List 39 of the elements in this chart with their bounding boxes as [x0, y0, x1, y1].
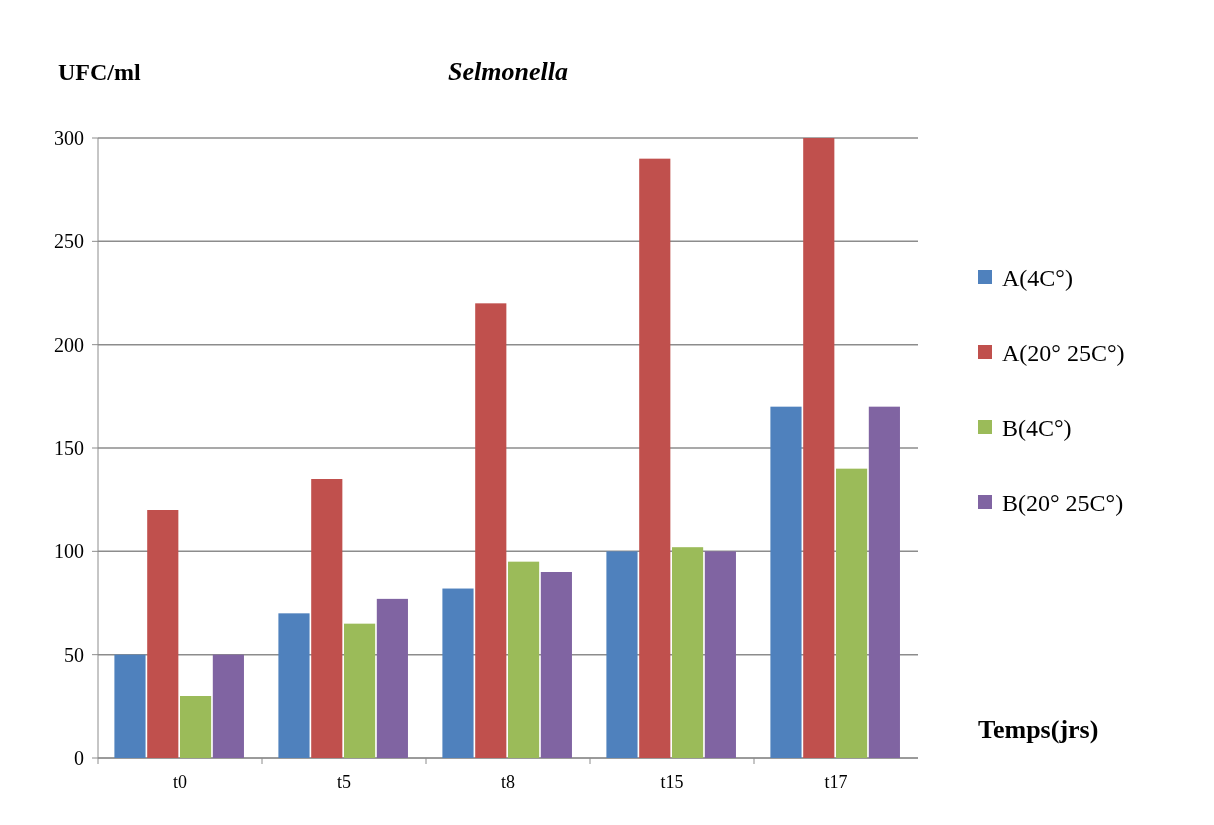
x-tick-label: t17 — [824, 772, 848, 792]
bar — [180, 696, 212, 758]
y-tick-label: 150 — [54, 437, 84, 459]
legend-label: A(20° 25C°) — [1002, 340, 1125, 367]
x-tick-label: t5 — [336, 772, 352, 792]
bar — [147, 510, 179, 758]
legend-label: B(4C°) — [1002, 415, 1072, 442]
bar — [114, 654, 146, 758]
x-tick-label: t8 — [500, 772, 516, 792]
x-axis-title: Temps(jrs) — [978, 715, 1099, 744]
bar — [212, 654, 244, 758]
legend-label: B(20° 25C°) — [1002, 490, 1124, 517]
y-tick-label: 300 — [54, 127, 84, 149]
bar — [508, 561, 540, 758]
legend-label: A(4C°) — [1002, 265, 1073, 292]
y-tick-label: 100 — [54, 540, 84, 563]
bar — [540, 572, 572, 758]
bar — [606, 551, 638, 758]
bar — [475, 303, 507, 758]
y-tick-label: 0 — [74, 747, 84, 769]
bar — [376, 598, 408, 758]
bar — [770, 406, 802, 758]
bar — [639, 158, 671, 758]
bar — [278, 613, 310, 758]
bar — [868, 406, 900, 758]
chart-title: Selmonella — [448, 57, 568, 86]
bar — [672, 547, 704, 758]
x-tick-label: t0 — [172, 772, 188, 792]
bar — [311, 479, 343, 758]
bar — [803, 138, 835, 758]
bar — [704, 551, 736, 758]
bar — [836, 468, 868, 758]
y-axis-title: UFC/ml — [58, 59, 141, 85]
bar — [344, 623, 376, 758]
y-tick-label: 250 — [54, 230, 84, 253]
bar — [442, 588, 474, 758]
y-tick-label: 200 — [54, 333, 84, 356]
x-tick-label: t15 — [660, 772, 684, 792]
y-tick-label: 50 — [64, 643, 84, 666]
